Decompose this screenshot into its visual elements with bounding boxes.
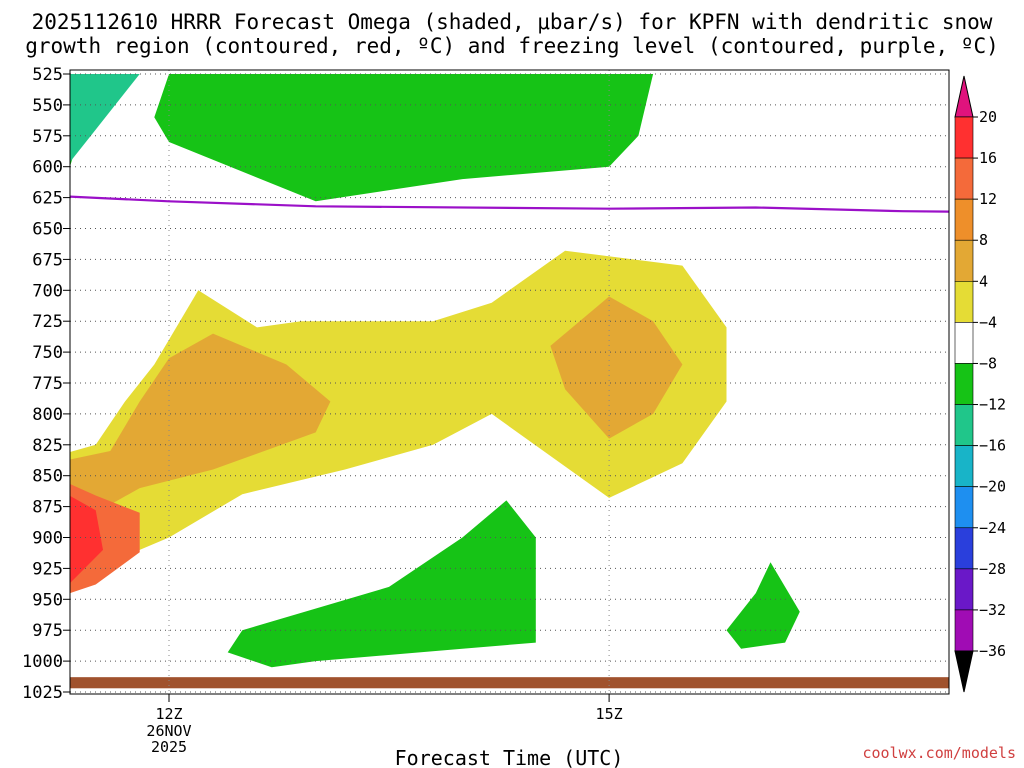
- omega-region-16: [227, 500, 536, 668]
- colorbar-band-4: [954, 281, 974, 323]
- y-tick-label-950: 950: [32, 590, 63, 610]
- y-tick-label-775: 775: [32, 374, 63, 394]
- freezing-level-contour: 0: [70, 195, 949, 213]
- colorbar-label-0: 20: [979, 108, 997, 126]
- omega-region-17: [726, 562, 800, 649]
- omega-region-2: [550, 296, 683, 439]
- x-tick-label-12Z: 12Z: [155, 705, 182, 723]
- grid-lines: [70, 70, 949, 694]
- colorbar-label-1: 16: [979, 149, 997, 167]
- colorbar-label-3: 8: [979, 231, 988, 249]
- colorbar-bottom-arrow: [954, 650, 974, 693]
- y-tick-label-800: 800: [32, 405, 63, 425]
- colorbar-band-10: [954, 527, 974, 570]
- chart-title-line-1: 2025112610 HRRR Forecast Omega (shaded, …: [31, 10, 993, 34]
- y-tick-label-875: 875: [32, 498, 63, 518]
- y-tick-label-925: 925: [32, 559, 63, 579]
- watermark: coolwx.com/models: [862, 744, 1016, 762]
- colorbar-band-9: [954, 486, 974, 529]
- colorbar-label-13: −36: [979, 642, 1006, 660]
- colorbar-label-9: −20: [979, 478, 1006, 496]
- colorbar-label-7: −12: [979, 396, 1006, 414]
- y-tick-label-575: 575: [32, 127, 63, 147]
- y-tick-label-675: 675: [32, 250, 63, 270]
- x-tick-sublabel-12Z-0: 26NOV: [146, 722, 191, 740]
- colorbar-label-5: −4: [979, 313, 997, 331]
- y-tick-label-600: 600: [32, 158, 63, 178]
- colorbar-band-0: [954, 116, 974, 159]
- colorbar-label-4: 4: [979, 272, 988, 290]
- y-tick-label-625: 625: [32, 189, 63, 209]
- omega-region-13: [70, 74, 140, 163]
- x-tick-label-15Z: 15Z: [596, 705, 623, 723]
- y-tick-label-1025: 1025: [22, 683, 63, 703]
- freezing-level-line: [70, 195, 949, 213]
- colorbar-band-8: [954, 445, 974, 487]
- colorbar-top-arrow: [954, 75, 974, 118]
- plot-frame: [69, 69, 950, 695]
- y-tick-label-650: 650: [32, 220, 63, 240]
- colorbar-band-12: [954, 609, 974, 652]
- y-tick-label-850: 850: [32, 467, 63, 487]
- y-axis: 525 550 575 600 625 650 675 700 725 750 775 800 825 8…: [22, 65, 70, 703]
- y-tick-label-725: 725: [32, 312, 63, 332]
- colorbar-band-5: [954, 322, 974, 364]
- y-tick-label-1000: 1000: [22, 652, 63, 672]
- omega-region-12: [154, 74, 654, 202]
- y-tick-label-750: 750: [32, 343, 63, 363]
- colorbar-label-8: −16: [979, 437, 1006, 455]
- chart-title-line-2: growth region (contoured, red, ºC) and f…: [25, 34, 999, 58]
- colorbar-label-10: −24: [979, 519, 1006, 537]
- colorbar-band-1: [954, 157, 974, 200]
- surface-band: [70, 677, 949, 689]
- x-tick-sublabel-12Z-1: 2025: [151, 738, 187, 756]
- y-tick-label-700: 700: [32, 281, 63, 301]
- x-axis-title: Forecast Time (UTC): [395, 746, 624, 768]
- colorbar-label-11: −28: [979, 560, 1006, 578]
- colorbar-label-12: −32: [979, 601, 1006, 619]
- colorbar-band-11: [954, 568, 974, 611]
- y-tick-label-900: 900: [32, 529, 63, 549]
- y-tick-label-975: 975: [32, 621, 63, 641]
- colorbar-label-2: 12: [979, 190, 997, 208]
- colorbar-band-6: [954, 363, 974, 405]
- colorbar-band-7: [954, 404, 974, 446]
- colorbar-label-6: −8: [979, 354, 997, 372]
- y-tick-label-825: 825: [32, 436, 63, 456]
- omega-shading: [70, 74, 800, 668]
- x-axis: 12Z26NOV202515Z18Z21Z00Z27NOV03ZForecast…: [146, 694, 624, 768]
- y-tick-label-550: 550: [32, 96, 63, 116]
- omega-region-4: [70, 495, 103, 584]
- y-tick-label-525: 525: [32, 65, 63, 85]
- surface-band-fill: [70, 677, 949, 689]
- colorbar-band-3: [954, 239, 974, 282]
- colorbar: 20 16 12 8 4 −4 −8 −12 −16 −20 −24 −28 −32 −36: [954, 75, 1006, 693]
- colorbar-band-2: [954, 198, 974, 241]
